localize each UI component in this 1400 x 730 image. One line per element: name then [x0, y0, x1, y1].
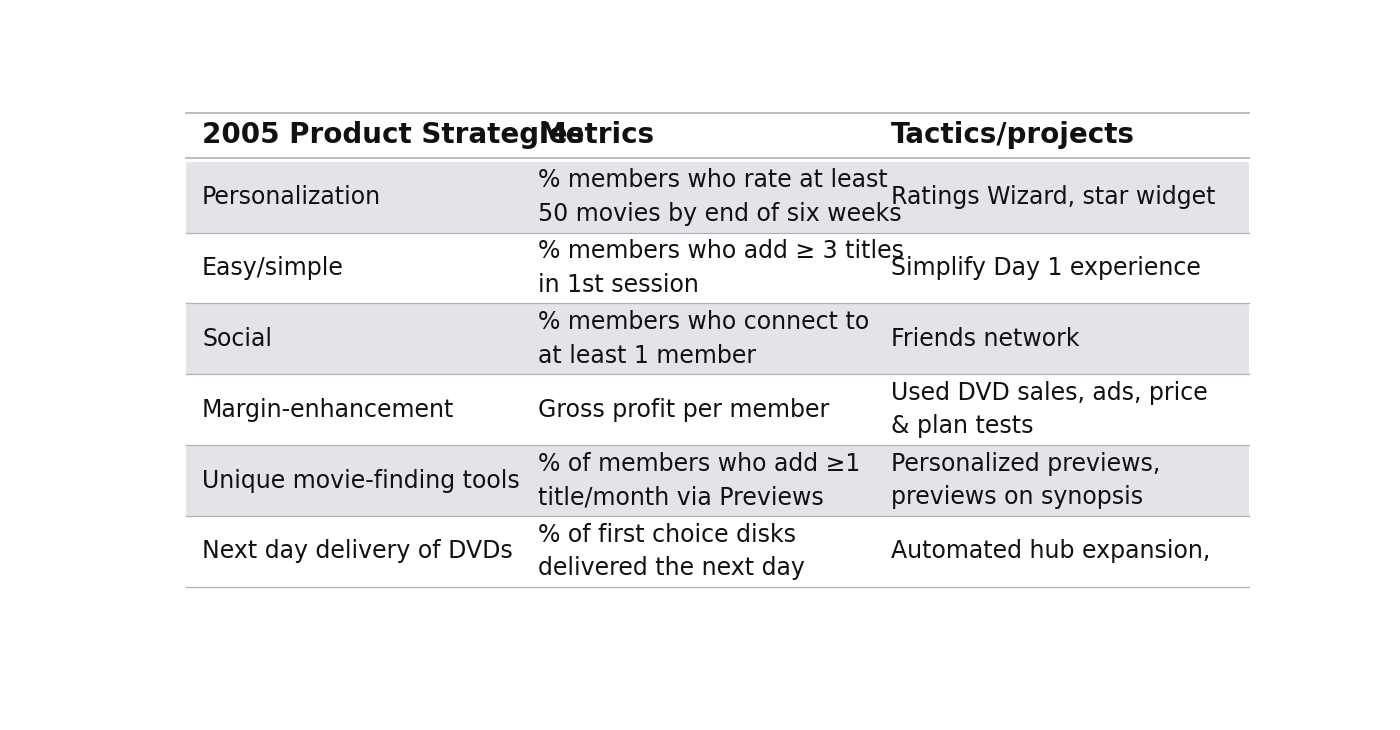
Text: 2005 Product Strategies: 2005 Product Strategies	[202, 121, 584, 150]
Text: Personalization: Personalization	[202, 185, 381, 210]
Text: Simplify Day 1 experience: Simplify Day 1 experience	[892, 256, 1201, 280]
Text: Friends network: Friends network	[892, 327, 1079, 351]
Text: Unique movie-finding tools: Unique movie-finding tools	[202, 469, 519, 493]
Text: Margin-enhancement: Margin-enhancement	[202, 398, 455, 422]
Text: Gross profit per member: Gross profit per member	[539, 398, 830, 422]
Bar	[186, 162, 1249, 233]
Text: Metrics: Metrics	[539, 121, 655, 150]
Text: Easy/simple: Easy/simple	[202, 256, 344, 280]
Text: Next day delivery of DVDs: Next day delivery of DVDs	[202, 539, 512, 564]
Text: % members who add ≥ 3 titles
in 1st session: % members who add ≥ 3 titles in 1st sess…	[539, 239, 904, 297]
Text: Used DVD sales, ads, price
& plan tests: Used DVD sales, ads, price & plan tests	[892, 381, 1208, 439]
Text: % members who rate at least
50 movies by end of six weeks: % members who rate at least 50 movies by…	[539, 169, 902, 226]
Text: Social: Social	[202, 327, 272, 351]
Text: Personalized previews,
previews on synopsis: Personalized previews, previews on synop…	[892, 452, 1161, 510]
Text: % of members who add ≥1
title/month via Previews: % of members who add ≥1 title/month via …	[539, 452, 861, 510]
Text: % of first choice disks
delivered the next day: % of first choice disks delivered the ne…	[539, 523, 805, 580]
Text: % members who connect to
at least 1 member: % members who connect to at least 1 memb…	[539, 310, 869, 368]
Bar	[186, 304, 1249, 374]
Bar	[186, 445, 1249, 516]
Text: Ratings Wizard, star widget: Ratings Wizard, star widget	[892, 185, 1215, 210]
Text: Tactics/projects: Tactics/projects	[892, 121, 1135, 150]
Text: Automated hub expansion,: Automated hub expansion,	[892, 539, 1211, 564]
